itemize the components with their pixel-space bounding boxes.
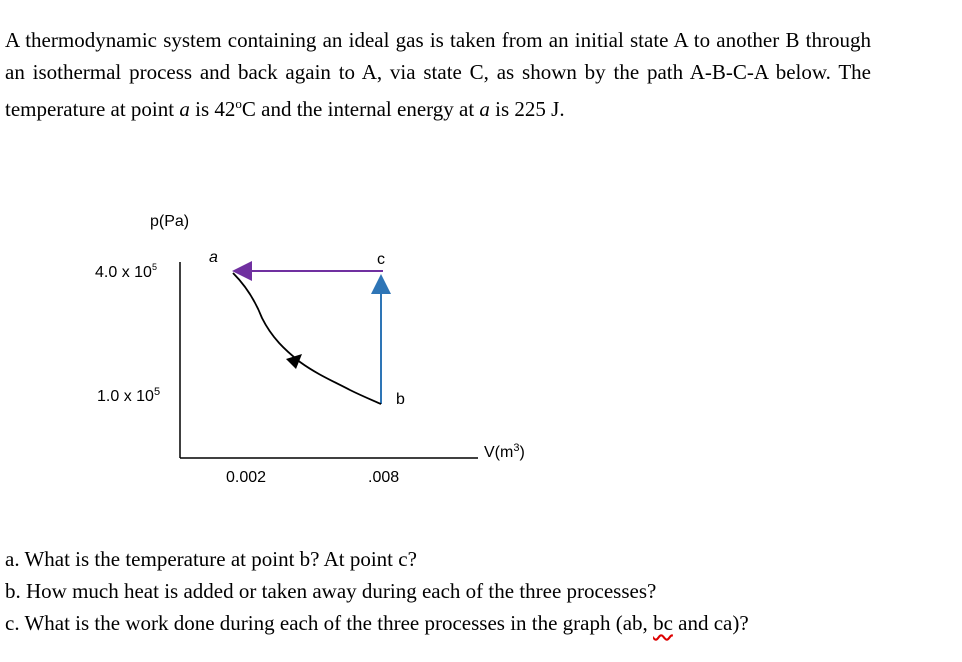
text: o	[235, 96, 242, 111]
y-axis-label: p(Pa)	[150, 213, 189, 230]
x-axis-label: V(m	[484, 444, 513, 461]
text: A thermodynamic system containing an ide…	[5, 28, 871, 121]
question: a. What is the temperature at point b? A…	[5, 547, 417, 572]
text: b. How much heat is added or taken away …	[5, 579, 657, 603]
svg-text:V(m3): V(m3)	[484, 442, 525, 461]
arrow-a-b	[286, 354, 302, 369]
text: a	[479, 97, 490, 121]
tick-label: 4.0 x 10	[95, 264, 152, 281]
question: b. How much heat is added or taken away …	[5, 579, 656, 604]
text: is 225 J.	[489, 97, 565, 121]
tick-label: 5	[154, 386, 160, 398]
point-label: b	[396, 391, 405, 408]
text: C and the internal energy at	[241, 97, 480, 121]
problem-statement: A thermodynamic system containing an ide…	[5, 24, 871, 125]
text: a	[179, 97, 190, 121]
tick-label: 1.0 x 10	[97, 388, 154, 405]
x-axis-label: )	[519, 444, 524, 461]
tick-label: .008	[368, 469, 399, 486]
question: c. What is the work done during each of …	[5, 611, 749, 636]
point-label: a	[209, 249, 218, 266]
text: c. What is the work done during each of …	[5, 611, 654, 635]
point-label: c	[377, 251, 385, 268]
text: and ca)?	[672, 611, 749, 635]
text: bc	[653, 611, 673, 635]
tick-label: 5	[152, 262, 157, 272]
path-a-b	[232, 272, 382, 405]
text: a. What is the temperature at point b? A…	[5, 547, 417, 571]
tick-label: 0.002	[226, 469, 266, 486]
svg-text:1.0 x 105: 1.0 x 105	[97, 386, 160, 405]
text: is 42	[189, 97, 236, 121]
x-axis-label: 3	[513, 442, 519, 454]
svg-text:4.0 x 105: 4.0 x 105	[95, 262, 157, 281]
